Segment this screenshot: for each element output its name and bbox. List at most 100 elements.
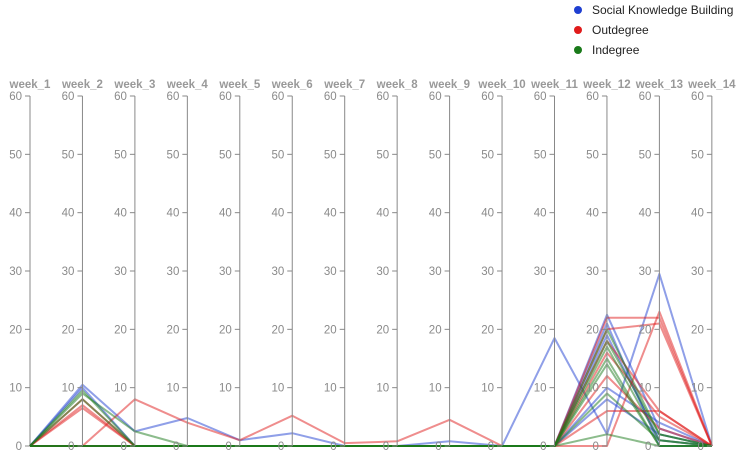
tick-label: 50: [481, 149, 494, 161]
tick-label: 60: [62, 91, 75, 103]
tick-label: 40: [114, 208, 127, 220]
tick-label: 40: [691, 208, 704, 220]
tick-label: 50: [376, 149, 389, 161]
tick-label: 30: [219, 266, 232, 278]
tick-label: 40: [167, 208, 180, 220]
legend-swatch: [574, 6, 582, 14]
axis-title: week_4: [166, 79, 209, 91]
axis-title: week_8: [376, 79, 419, 91]
tick-label: 10: [271, 383, 284, 395]
tick-label: 60: [324, 91, 337, 103]
series-lines: [29, 272, 713, 447]
tick-label: 20: [639, 324, 652, 336]
tick-label: 0: [68, 441, 74, 453]
axis-title: week_3: [113, 79, 155, 91]
tick-label: 60: [586, 91, 599, 103]
tick-label: 20: [271, 324, 284, 336]
tick-label: 0: [173, 441, 179, 453]
tick-label: 0: [225, 441, 231, 453]
tick-label: 20: [691, 324, 704, 336]
tick-label: 60: [376, 91, 389, 103]
tick-label: 30: [324, 266, 337, 278]
tick-label: 20: [62, 324, 75, 336]
tick-label: 10: [586, 383, 599, 395]
legend-item-social-knowledge-building[interactable]: Social Knowledge Building: [574, 0, 733, 20]
tick-label: 40: [271, 208, 284, 220]
tick-label: 30: [271, 266, 284, 278]
axis-title: week_11: [530, 79, 578, 91]
axis-title: week_2: [61, 79, 103, 91]
tick-label: 10: [429, 383, 442, 395]
tick-label: 20: [429, 324, 442, 336]
series-line: [30, 363, 712, 447]
tick-label: 10: [691, 383, 704, 395]
tick-label: 50: [271, 149, 284, 161]
axis-title: week_13: [635, 79, 683, 91]
tick-label: 0: [697, 441, 703, 453]
tick-label: 0: [435, 441, 441, 453]
tick-label: 50: [639, 149, 652, 161]
tick-label: 30: [429, 266, 442, 278]
tick-label: 20: [219, 324, 232, 336]
tick-label: 40: [639, 208, 652, 220]
legend-label: Social Knowledge Building: [592, 3, 734, 17]
series-line: [29, 272, 713, 447]
legend-item-indegree[interactable]: Indegree: [574, 40, 733, 60]
legend: Social Knowledge Building Outdegree Inde…: [574, 0, 733, 60]
tick-label: 60: [9, 91, 22, 103]
axis-title: week_10: [477, 79, 525, 91]
tick-label: 50: [62, 149, 75, 161]
tick-label: 10: [114, 383, 127, 395]
tick-label: 0: [645, 441, 651, 453]
tick-label: 50: [586, 149, 599, 161]
legend-label: Indegree: [592, 43, 640, 57]
tick-label: 40: [9, 208, 22, 220]
tick-label: 0: [16, 441, 22, 453]
tick-label: 30: [114, 266, 127, 278]
tick-label: 0: [383, 441, 389, 453]
axis-title: week_12: [582, 79, 630, 91]
tick-label: 40: [376, 208, 389, 220]
tick-label: 60: [219, 91, 232, 103]
legend-item-outdegree[interactable]: Outdegree: [574, 20, 733, 40]
axis-title: week_9: [428, 79, 470, 91]
tick-label: 20: [481, 324, 494, 336]
series-line: [30, 310, 713, 447]
tick-label: 40: [62, 208, 75, 220]
tick-label: 20: [376, 324, 389, 336]
axis-title: week_7: [323, 79, 365, 91]
tick-label: 30: [639, 266, 652, 278]
tick-label: 60: [534, 91, 547, 103]
tick-label: 60: [429, 91, 442, 103]
tick-label: 10: [167, 383, 180, 395]
tick-label: 40: [429, 208, 442, 220]
axis-title: week_5: [218, 79, 261, 91]
tick-label: 60: [639, 91, 652, 103]
tick-label: 40: [219, 208, 232, 220]
tick-label: 50: [9, 149, 22, 161]
tick-label: 10: [219, 383, 232, 395]
legend-label: Outdegree: [592, 23, 649, 37]
tick-label: 20: [324, 324, 337, 336]
tick-label: 10: [9, 383, 22, 395]
axis-title: week_6: [271, 79, 313, 91]
tick-label: 30: [167, 266, 180, 278]
axis-title: week_1: [9, 79, 52, 91]
tick-label: 50: [429, 149, 442, 161]
tick-label: 60: [481, 91, 494, 103]
series-line: [30, 433, 712, 447]
tick-label: 60: [691, 91, 704, 103]
tick-label: 40: [481, 208, 494, 220]
